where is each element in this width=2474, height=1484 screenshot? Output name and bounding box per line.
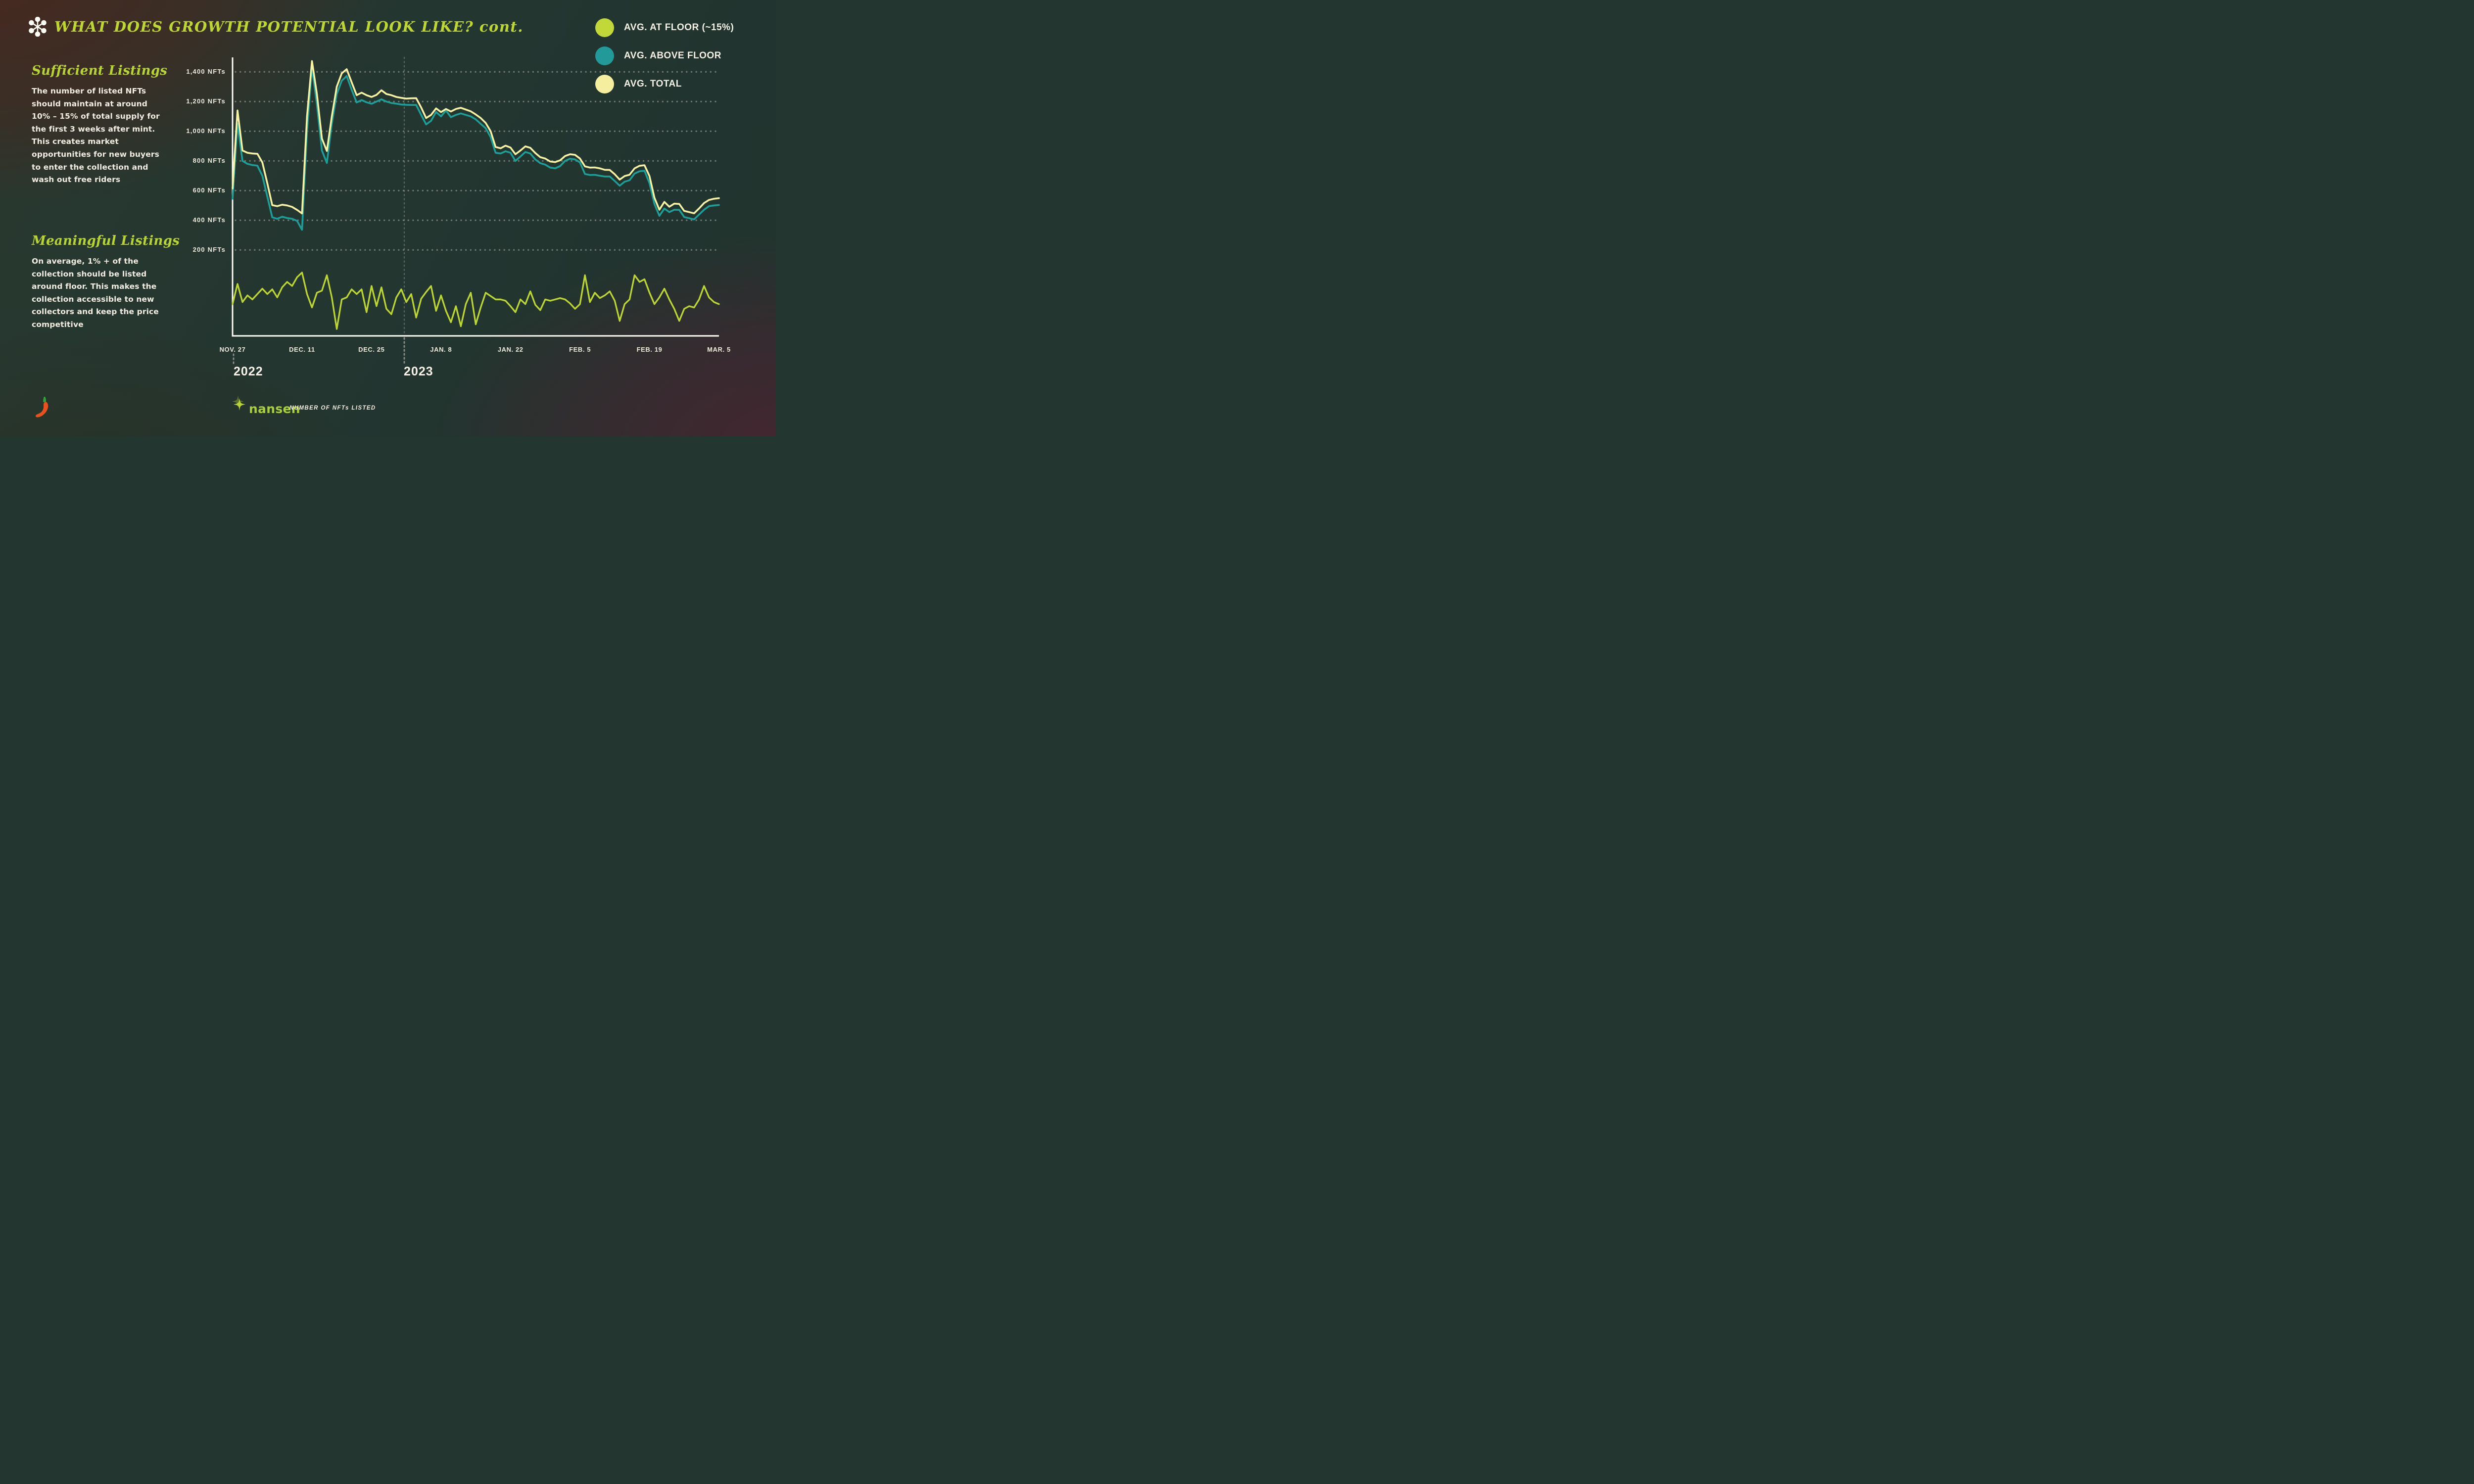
chart-caption: NUMBER OF NFTs LISTED (289, 405, 376, 411)
legend-dot-total-icon (595, 75, 614, 93)
y-tick-label: 400 NFTs (192, 216, 226, 224)
x-tick-label: DEC. 25 (358, 346, 385, 353)
x-tick-label: FEB. 19 (636, 346, 663, 353)
nansen-logo: nansen (231, 394, 300, 416)
infographic-page: WHAT DOES GROWTH POTENTIAL LOOK LIKE? co… (0, 0, 776, 436)
x-tick-label: MAR. 5 (707, 346, 731, 353)
legend-dot-above-floor-icon (595, 46, 614, 65)
x-tick-label: DEC. 11 (289, 346, 315, 353)
y-tick-label: 200 NFTs (192, 246, 226, 254)
page-title: WHAT DOES GROWTH POTENTIAL LOOK LIKE? co… (54, 18, 523, 35)
note-body: The number of listed NFTs should maintai… (32, 87, 160, 185)
nft-listings-line-chart (0, 0, 776, 436)
note-body: On average, 1% + of the collection shoul… (32, 257, 159, 329)
asterisk-icon (29, 17, 47, 37)
year-label-2023: 2023 (404, 365, 433, 378)
legend-label: AVG. ABOVE FLOOR (624, 50, 721, 61)
y-tick-label: 800 NFTs (192, 157, 226, 165)
legend-label: AVG. TOTAL (624, 79, 682, 89)
note-sufficient-listings: Sufficient Listings The number of listed… (32, 63, 168, 186)
x-tick-label: FEB. 5 (569, 346, 591, 353)
y-tick-label: 1,000 NFTs (186, 127, 226, 135)
note-heading: Sufficient Listings (32, 63, 168, 78)
y-tick-label: 600 NFTs (192, 186, 226, 194)
x-tick-label: JAN. 8 (430, 346, 452, 353)
nansen-wordmark: nansen (249, 402, 300, 416)
legend-label: AVG. AT FLOOR (~15%) (624, 22, 734, 33)
legend-item-at-floor: AVG. AT FLOOR (~15%) (595, 18, 734, 37)
chili-pepper-icon (36, 397, 48, 417)
x-tick-label: NOV. 27 (219, 346, 246, 353)
y-tick-label: 1,200 NFTs (186, 97, 226, 105)
note-heading: Meaningful Listings (32, 233, 180, 248)
legend-dot-at-floor-icon (595, 18, 614, 37)
chart-legend: AVG. AT FLOOR (~15%) AVG. ABOVE FLOOR AV… (595, 18, 734, 93)
legend-item-total: AVG. TOTAL (595, 75, 734, 93)
nansen-star-icon (232, 395, 245, 411)
year-label-2022: 2022 (234, 365, 263, 378)
y-tick-label: 1,400 NFTs (186, 68, 226, 76)
header: WHAT DOES GROWTH POTENTIAL LOOK LIKE? co… (29, 17, 523, 37)
legend-item-above-floor: AVG. ABOVE FLOOR (595, 46, 734, 65)
x-tick-label: JAN. 22 (497, 346, 523, 353)
note-meaningful-listings: Meaningful Listings On average, 1% + of … (32, 233, 180, 331)
